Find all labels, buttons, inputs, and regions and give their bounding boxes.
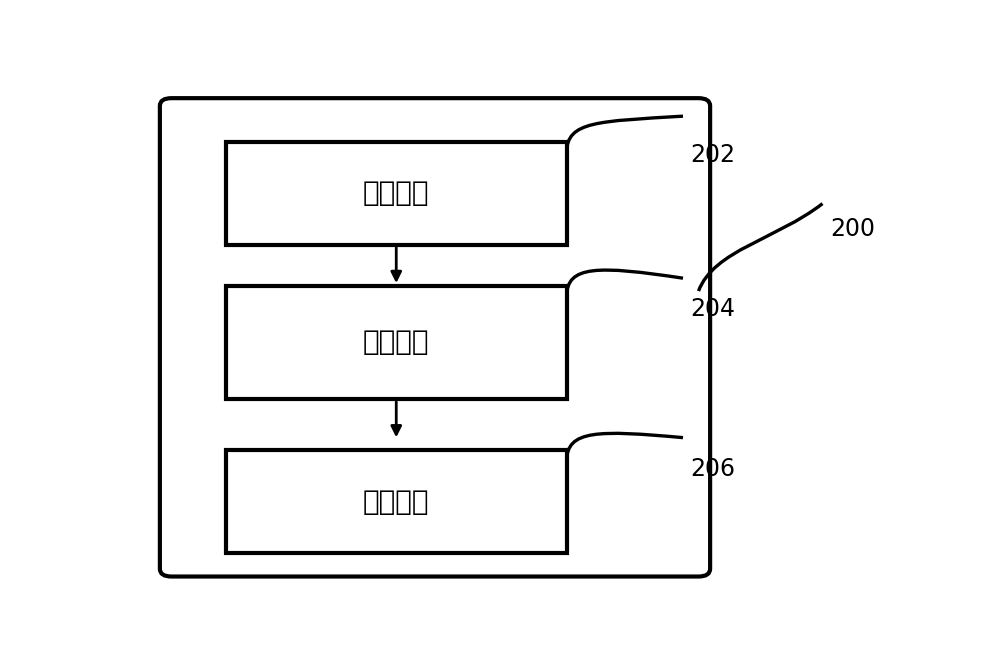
Text: 204: 204 — [691, 297, 736, 321]
Bar — [226, 142, 567, 244]
Text: 提醒单元: 提醒单元 — [363, 488, 430, 516]
Text: 判断单元: 判断单元 — [363, 329, 430, 357]
Text: 200: 200 — [830, 217, 875, 241]
Bar — [226, 286, 567, 399]
Text: 识别单元: 识别单元 — [363, 179, 430, 207]
Bar — [226, 450, 567, 553]
Text: 202: 202 — [691, 143, 736, 167]
FancyBboxPatch shape — [160, 98, 710, 576]
Text: 206: 206 — [691, 456, 736, 480]
